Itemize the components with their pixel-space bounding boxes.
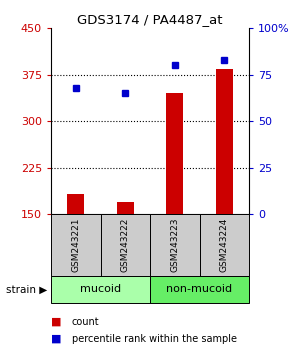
- Text: GSM243223: GSM243223: [170, 218, 179, 272]
- Text: GSM243222: GSM243222: [121, 218, 130, 272]
- Text: ■: ■: [51, 334, 62, 344]
- Bar: [67, 194, 84, 214]
- Text: strain ▶: strain ▶: [6, 284, 47, 295]
- Bar: [216, 69, 233, 214]
- Text: mucoid: mucoid: [80, 284, 121, 295]
- Text: percentile rank within the sample: percentile rank within the sample: [72, 334, 237, 344]
- Bar: [117, 202, 134, 214]
- Text: count: count: [72, 317, 100, 327]
- Text: non-mucoid: non-mucoid: [167, 284, 232, 295]
- Text: ■: ■: [51, 317, 62, 327]
- Text: GSM243224: GSM243224: [220, 218, 229, 272]
- Title: GDS3174 / PA4487_at: GDS3174 / PA4487_at: [77, 13, 223, 26]
- Bar: [166, 93, 183, 214]
- Text: GSM243221: GSM243221: [71, 218, 80, 272]
